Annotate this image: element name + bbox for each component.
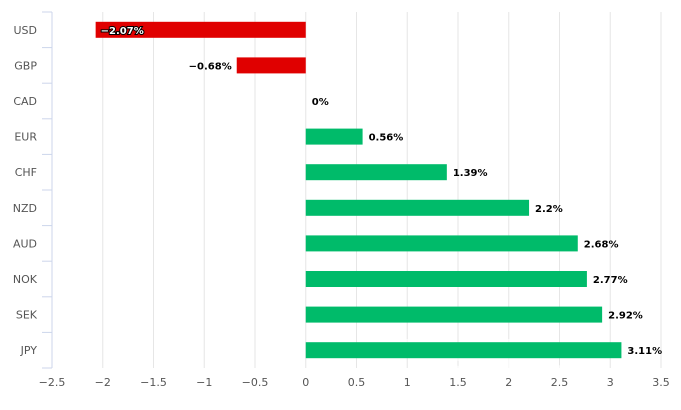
- category-label: JPY: [20, 344, 38, 357]
- x-tick-label: −0.5: [242, 376, 269, 389]
- bar: [236, 57, 306, 74]
- x-tick-label: 2: [505, 376, 512, 389]
- x-tick-label: −2.5: [39, 376, 66, 389]
- category-label: NZD: [13, 202, 37, 215]
- x-tick-label: 1: [404, 376, 411, 389]
- category-label: AUD: [13, 237, 37, 250]
- bar: [305, 164, 447, 181]
- x-tick-label: 1.5: [449, 376, 467, 389]
- category-label: USD: [13, 24, 37, 37]
- x-tick-label: 3: [607, 376, 614, 389]
- category-label: CHF: [15, 166, 37, 179]
- x-tick-label: 0.5: [348, 376, 366, 389]
- category-label: CAD: [13, 95, 37, 108]
- category-label: NOK: [13, 273, 38, 286]
- data-label: 2.2%: [535, 204, 563, 215]
- data-label: 0.56%: [369, 133, 404, 144]
- category-label: GBP: [14, 59, 37, 72]
- bar: [305, 199, 530, 216]
- data-label: 2.68%: [584, 239, 619, 250]
- data-label: −2.07%: [101, 26, 144, 37]
- bar: [305, 342, 622, 359]
- x-tick-label: 3.5: [652, 376, 670, 389]
- x-tick-label: −1: [196, 376, 212, 389]
- data-label: 2.77%: [593, 275, 628, 286]
- bar: [95, 21, 306, 38]
- bar: [305, 235, 578, 252]
- data-label: 2.92%: [608, 311, 643, 322]
- x-tick-label: −2: [95, 376, 111, 389]
- data-label: 0%: [312, 97, 329, 108]
- data-label: 1.39%: [453, 168, 488, 179]
- data-label: 3.11%: [627, 346, 662, 357]
- x-tick-label: −1.5: [140, 376, 167, 389]
- bar: [305, 128, 363, 145]
- category-label: SEK: [16, 309, 38, 322]
- bar: [305, 306, 603, 323]
- data-label: −0.68%: [189, 61, 232, 72]
- bar: [305, 271, 587, 287]
- x-tick-label: 2.5: [551, 376, 569, 389]
- x-tick-label: 0: [302, 376, 309, 389]
- category-label: EUR: [14, 131, 37, 144]
